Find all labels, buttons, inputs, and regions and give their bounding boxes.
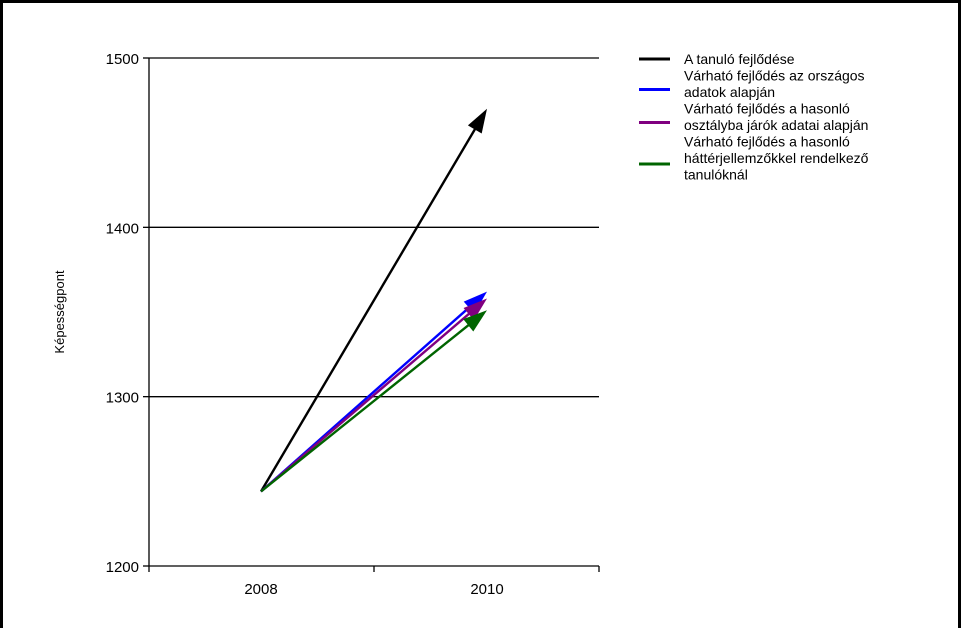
- series-line: [260, 321, 473, 493]
- legend-label: A tanuló fejlődése: [684, 51, 795, 67]
- legend-item: A tanuló fejlődése: [639, 51, 795, 67]
- series-line: [260, 310, 473, 493]
- series-arrows: [259, 108, 487, 493]
- legend-label: adatok alapján: [684, 84, 775, 100]
- series-arrow: [260, 298, 487, 493]
- legend-label: Várható fejlődés a hasonló: [684, 101, 850, 117]
- y-tick-label: 1400: [106, 220, 139, 237]
- y-tick-label: 1500: [106, 51, 139, 68]
- series-arrowhead: [463, 298, 487, 321]
- legend-label: osztályba járók adatai alapján: [684, 117, 868, 133]
- grid-lines: [149, 57, 599, 398]
- legend-item: Várható fejlődés a hasonlóháttérjellemző…: [639, 134, 869, 183]
- legend-label: háttérjellemzőkkel rendelkező: [684, 150, 869, 166]
- series-arrow: [259, 108, 487, 493]
- series-arrowhead: [467, 108, 487, 134]
- x-tick-labels: 2008 2010: [244, 581, 503, 598]
- y-tick-label: 1200: [106, 559, 139, 576]
- legend-label: tanulóknál: [684, 167, 748, 183]
- y-axis-label: Képességpont: [52, 270, 67, 354]
- x-tick-label: 2008: [244, 581, 277, 598]
- x-tick-label: 2010: [470, 581, 503, 598]
- legend-label: Várható fejlődés a hasonló: [684, 134, 850, 150]
- series-arrow: [260, 310, 487, 493]
- axes: [143, 57, 600, 572]
- series-arrowhead: [463, 310, 487, 332]
- series-line: [259, 125, 478, 493]
- legend-label: Várható fejlődés az országos: [684, 68, 865, 84]
- y-tick-label: 1300: [106, 390, 139, 407]
- y-tick-labels: 1200 1300 1400 1500: [106, 51, 139, 576]
